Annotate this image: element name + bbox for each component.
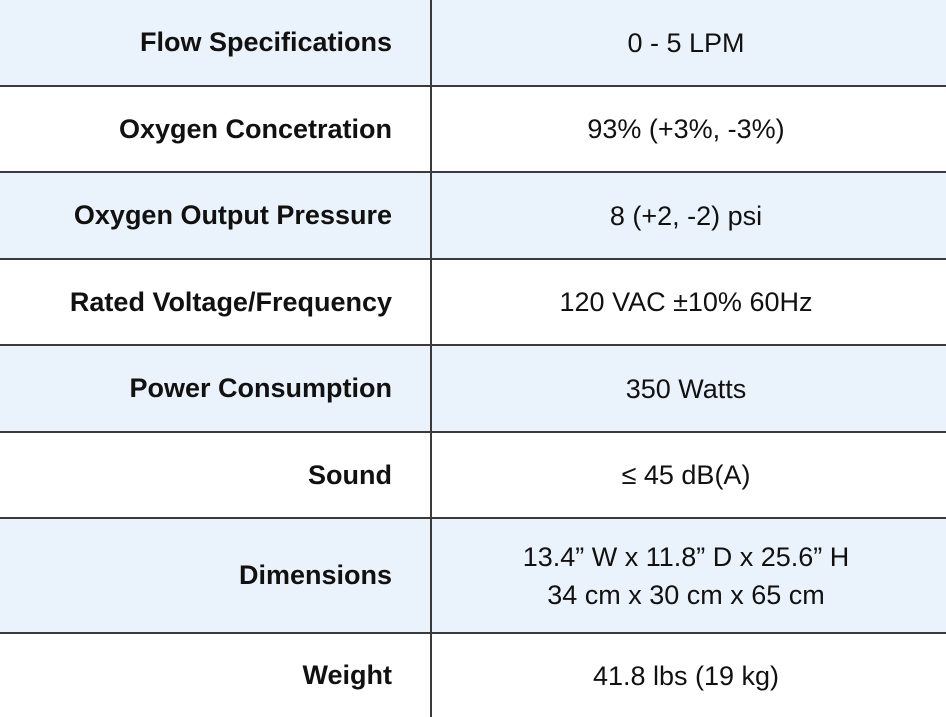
row-value-cell: 8 (+2, -2) psi — [432, 173, 946, 258]
row-label-cell: Oxygen Output Pressure — [0, 173, 432, 258]
row-value: 41.8 lbs (19 kg) — [592, 660, 780, 691]
table-row: Power Consumption 350 Watts — [0, 346, 946, 433]
row-label-cell: Sound — [0, 433, 432, 517]
row-label-cell: Flow Specifications — [0, 0, 432, 85]
row-label-cell: Weight — [0, 634, 432, 717]
table-row: Sound ≤ 45 dB(A) — [0, 433, 946, 519]
row-value-cell: ≤ 45 dB(A) — [432, 433, 946, 517]
table-row: Flow Specifications 0 - 5 LPM — [0, 0, 946, 87]
row-label: Oxygen Concetration — [118, 113, 392, 144]
row-value: 350 Watts — [625, 373, 747, 404]
row-value: 13.4” W x 11.8” D x 25.6” H — [522, 541, 850, 572]
row-value-cell: 41.8 lbs (19 kg) — [432, 634, 946, 717]
row-value-cell: 93% (+3%, -3%) — [432, 87, 946, 171]
row-label: Rated Voltage/Frequency — [69, 286, 392, 317]
table-row: Oxygen Concetration 93% (+3%, -3%) — [0, 87, 946, 173]
row-label-cell: Rated Voltage/Frequency — [0, 260, 432, 344]
row-value: ≤ 45 dB(A) — [621, 460, 751, 490]
row-value-cell: 350 Watts — [432, 346, 946, 431]
row-value-cell: 13.4” W x 11.8” D x 25.6” H 34 cm x 30 cm… — [432, 519, 946, 632]
row-label-cell: Oxygen Concetration — [0, 87, 432, 171]
row-label: Weight — [302, 660, 393, 690]
row-value: 8 (+2, -2) psi — [609, 200, 763, 231]
row-label: Flow Specifications — [139, 27, 392, 57]
row-label: Power Consumption — [129, 373, 393, 403]
row-value-cell: 0 - 5 LPM — [432, 0, 946, 85]
table-row: Oxygen Output Pressure 8 (+2, -2) psi — [0, 173, 946, 260]
row-label-cell: Power Consumption — [0, 346, 432, 431]
row-value: 120 VAC ±10% 60Hz — [559, 287, 813, 317]
row-value: 34 cm x 30 cm x 65 cm — [547, 579, 825, 610]
row-value-cell: 120 VAC ±10% 60Hz — [432, 260, 946, 344]
row-value: 93% (+3%, -3%) — [587, 114, 785, 144]
row-label: Oxygen Output Pressure — [73, 200, 392, 230]
row-label-cell: Dimensions — [0, 519, 432, 632]
table-row: Dimensions 13.4” W x 11.8” D x 25.6” H 34 … — [0, 519, 946, 634]
row-label: Dimensions — [238, 560, 392, 590]
table-row: Weight 41.8 lbs (19 kg) — [0, 634, 946, 717]
row-label: Sound — [308, 459, 392, 490]
table-row: Rated Voltage/Frequency 120 VAC ±10% 60Hz — [0, 260, 946, 346]
row-value: 0 - 5 LPM — [627, 27, 745, 58]
